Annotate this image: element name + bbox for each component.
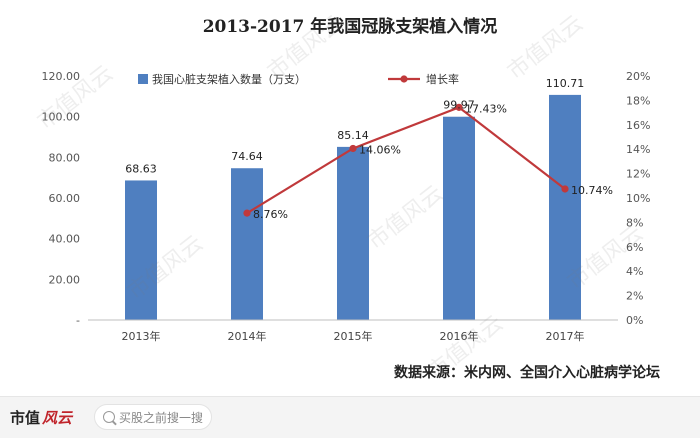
- x-tick-label: 2014年: [228, 329, 267, 343]
- growth-value-label: 8.76%: [253, 208, 288, 221]
- left-tick-label: -: [76, 314, 80, 327]
- growth-point: [561, 185, 569, 193]
- growth-value-label: 14.06%: [359, 143, 401, 156]
- bar: [443, 116, 475, 321]
- right-tick-label: 14%: [626, 143, 650, 156]
- right-tick-label: 10%: [626, 192, 650, 205]
- brand-logo[interactable]: 市值 风云: [10, 407, 72, 428]
- search-icon: [103, 411, 115, 423]
- bar-value-label: 99.97: [443, 99, 475, 112]
- footer-bar: 市值 风云 买股之前搜一搜: [0, 396, 700, 438]
- x-tick-label: 2015年: [334, 329, 373, 343]
- chart-container: 2013-2017 年我国冠脉支架植入情况 68.63 74.64 85.14 99.…: [10, 8, 690, 392]
- right-tick-label: 0%: [626, 314, 643, 327]
- x-tick-label: 2016年: [440, 329, 479, 343]
- legend-bar-swatch: [138, 74, 148, 84]
- bar: [231, 168, 263, 320]
- growth-value-label: 10.74%: [571, 184, 613, 197]
- growth-point: [349, 144, 357, 153]
- search-placeholder: 买股之前搜一搜: [119, 411, 204, 425]
- right-tick-label: 16%: [626, 119, 650, 132]
- growth-value-label: 17.43%: [465, 102, 507, 115]
- search-input[interactable]: 买股之前搜一搜: [94, 404, 212, 430]
- right-tick-label: 18%: [626, 94, 650, 107]
- bar-value-label: 74.64: [231, 150, 263, 163]
- chart-svg: 68.63 74.64 85.14 99.97 110.71 8.76% 14.06% 17.…: [42, 70, 651, 343]
- growth-point: [243, 209, 251, 217]
- bar: [337, 146, 369, 320]
- right-tick-label: 2%: [626, 290, 643, 303]
- x-tick-label: 2017年: [546, 329, 585, 343]
- growth-line: [246, 106, 566, 215]
- data-source: 数据来源：米内网、全国介入心脏病学论坛: [394, 365, 660, 381]
- left-tick-label: 40.00: [49, 233, 81, 246]
- growth-point: [455, 103, 463, 111]
- brand-text: 市值: [10, 409, 41, 427]
- left-tick-label: 80.00: [49, 151, 81, 164]
- left-tick-label: 20.00: [49, 273, 81, 286]
- right-tick-label: 6%: [626, 241, 643, 254]
- legend-bar-label: 我国心脏支架植入数量（万支）: [152, 72, 306, 86]
- left-tick-label: 60.00: [49, 192, 81, 205]
- bar-value-label: 85.14: [337, 129, 369, 142]
- x-tick-label: 2013年: [122, 329, 161, 343]
- legend-line-label: 增长率: [426, 72, 459, 86]
- right-tick-label: 20%: [626, 70, 650, 83]
- brand-logo-text: 风云: [42, 409, 73, 427]
- left-tick-label: 120.00: [42, 70, 81, 83]
- right-tick-label: 12%: [626, 168, 650, 181]
- left-tick-label: 100.00: [42, 111, 81, 124]
- right-tick-label: 4%: [626, 265, 643, 278]
- legend-line-marker: [400, 75, 408, 83]
- bar: [125, 180, 157, 320]
- right-tick-label: 8%: [626, 216, 643, 229]
- bar-value-label: 68.63: [125, 162, 157, 175]
- chart-title: 2013-2017 年我国冠脉支架植入情况: [202, 17, 498, 37]
- bar-value-label: 110.71: [546, 77, 585, 90]
- bar: [549, 94, 581, 320]
